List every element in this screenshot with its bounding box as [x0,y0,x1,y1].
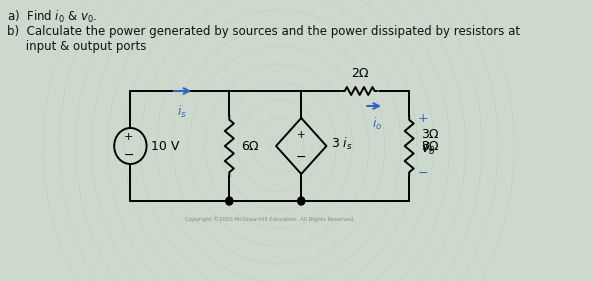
Text: +: + [417,112,428,126]
Text: +: + [297,130,305,140]
Text: −: − [123,148,134,162]
Text: Copyright ©2003 McGraw-Hill Education. All Rights Reserved.: Copyright ©2003 McGraw-Hill Education. A… [185,216,355,222]
Text: 6Ω: 6Ω [241,139,259,153]
Text: −: − [417,167,428,180]
Text: $i_s$: $i_s$ [177,104,187,120]
Text: −: − [296,151,307,164]
Text: 3 $i_s$: 3 $i_s$ [331,136,353,152]
Text: a)  Find $i_0$ & $v_0$.: a) Find $i_0$ & $v_0$. [7,9,98,25]
Text: 2Ω: 2Ω [351,67,368,80]
Circle shape [298,197,305,205]
Text: $v_o$: $v_o$ [421,140,435,153]
Circle shape [226,197,233,205]
Text: 10 V: 10 V [151,139,180,153]
Text: $i_o$: $i_o$ [372,116,382,132]
Text: $v_o$: $v_o$ [421,143,435,157]
Text: +: + [124,132,133,142]
Text: 3Ω: 3Ω [421,128,438,140]
Text: b)  Calculate the power generated by sources and the power dissipated by resisto: b) Calculate the power generated by sour… [7,25,520,53]
Text: 3Ω: 3Ω [421,139,438,153]
